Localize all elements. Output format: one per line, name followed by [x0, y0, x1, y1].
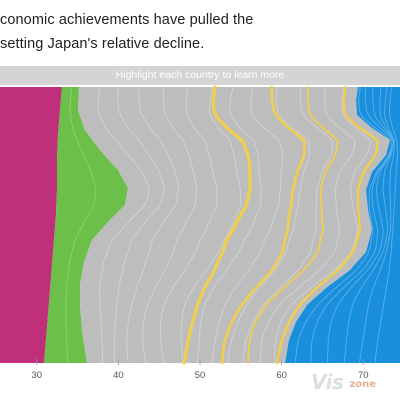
blue-stream-strand — [343, 86, 395, 364]
headline-line-2: setting Japan's relative decline. — [0, 36, 205, 52]
watermark-logo-subtext: zone — [349, 379, 377, 390]
grey-stream-strand — [273, 86, 372, 364]
grey-stream-strand — [227, 86, 310, 364]
grey-stream-strand — [180, 86, 242, 364]
grey-stream-strand — [211, 86, 284, 364]
grey-stream-strand — [242, 86, 334, 364]
green-stream-strand — [65, 86, 97, 364]
grey-stream-strand — [113, 86, 165, 364]
grey-stream-strand — [159, 86, 218, 364]
stream-strands — [65, 85, 398, 365]
x-axis-tick-label: 30 — [31, 370, 42, 381]
yellow-stream-strand — [275, 85, 380, 365]
x-axis-tick-label: 70 — [358, 370, 369, 381]
grey-stream-strand — [97, 86, 150, 364]
yellow-stream-strand — [182, 85, 252, 365]
watermark-logo-text: Vis — [311, 370, 344, 394]
blue-stream-strand — [310, 86, 395, 364]
highlight-country-bar[interactable]: Highlight each country to learn more — [0, 66, 400, 85]
grey-stream-strand — [142, 86, 198, 364]
x-axis-tick-label: 50 — [195, 370, 206, 381]
stream-area-magenta — [0, 87, 62, 363]
blue-stream-strand — [294, 86, 393, 364]
blue-stream-strand — [374, 86, 398, 364]
blue-stream-strand — [326, 87, 395, 364]
grey-stream-strand — [126, 86, 180, 364]
x-axis-tick-label: 60 — [276, 370, 287, 381]
x-axis-tick-label: 40 — [113, 370, 124, 381]
x-axis: 30 40 50 60 70 — [31, 359, 369, 381]
grey-stream-strand — [197, 86, 262, 364]
stream-area-green — [44, 87, 128, 363]
yellow-stream-strand — [220, 85, 306, 365]
yellow-stream-strand — [247, 86, 339, 364]
grey-stream-strand — [259, 86, 356, 364]
blue-stream-strand — [358, 86, 395, 364]
headline-line-1: conomic achievements have pulled the — [0, 12, 254, 28]
viszone-watermark: Vis zone — [311, 370, 376, 394]
